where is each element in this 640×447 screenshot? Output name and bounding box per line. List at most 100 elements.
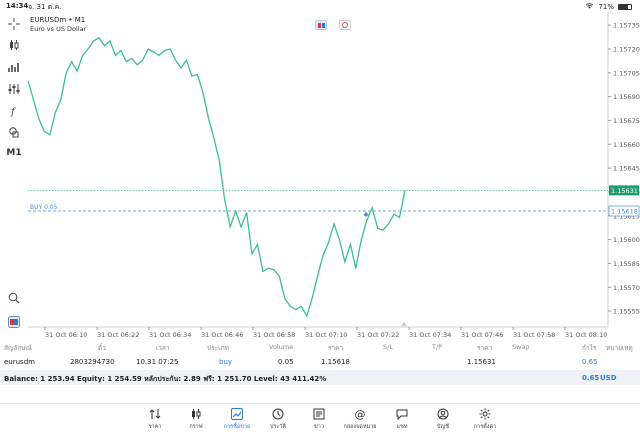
x-tick-label: 31 Oct 06:10 [45, 331, 87, 339]
x-tick-label: 31 Oct 07:58 [513, 331, 555, 339]
tab-chart[interactable]: กราฟ [176, 408, 216, 431]
tab-news-label: ข่าว [314, 424, 324, 430]
objects-icon[interactable] [6, 125, 22, 139]
col-current-price: ราคา [477, 344, 493, 352]
zoom-search-icon[interactable] [6, 291, 22, 305]
chart-canvas[interactable]: 1.15735 1.15720 1.15705 1.15690 1.15675 1.156… [28, 12, 640, 342]
row-time: 10.31 07:25 [136, 358, 179, 366]
y-tick-label: 1.15705 [613, 69, 640, 77]
row-open-price: 1.15618 [321, 358, 350, 366]
x-tick-label: 31 Oct 06:34 [149, 331, 191, 339]
col-profit: กำไร [582, 344, 597, 352]
col-price: ราคา [328, 344, 344, 352]
tab-chat-label: แชท [396, 424, 408, 430]
battery-icon [618, 3, 632, 10]
chat-icon [396, 409, 408, 420]
battery-fill [619, 4, 628, 9]
col-tp: T/P [432, 343, 443, 351]
status-right: 71% [585, 2, 632, 11]
col-swap: Swap [512, 343, 530, 351]
tab-history-label: ประวัติ [269, 424, 287, 430]
function-icon[interactable]: f [6, 104, 22, 118]
current-price-tag [609, 185, 639, 196]
svg-text:@: @ [355, 408, 366, 420]
x-tick-label: 31 Oct 08:10 [565, 331, 607, 339]
svg-text:f: f [10, 107, 17, 117]
tab-mailbox[interactable]: @ กล่องจดหมาย [340, 408, 380, 431]
buy-price-label: 1.15618 [611, 208, 638, 216]
x-tick-label: 31 Oct 06:58 [253, 331, 295, 339]
status-bar: 14:34 จ. 31 ต.ค. 71% [0, 0, 640, 12]
settings-sliders-icon[interactable] [6, 82, 22, 96]
row-symbol: eurusdm [4, 358, 35, 366]
tab-chart-label: กราฟ [189, 424, 203, 430]
tab-settings[interactable]: การตั้งค่า [465, 408, 505, 431]
chart-toolbar: f M1 [0, 12, 28, 342]
position-row[interactable]: eurusdm 2803294730 10.31 07:25 buy 0.05 … [0, 355, 640, 369]
positions-table-header: สัญลักษณ์ ตั๋ว เวลา ประเภท Volume ราคา S… [0, 340, 640, 354]
status-date: จ. 31 ต.ค. [28, 3, 62, 11]
tab-chat[interactable]: แชท [382, 408, 422, 431]
x-tick-label: 31 Oct 06:46 [201, 331, 243, 339]
x-tick-label: 31 Oct 07:34 [409, 331, 451, 339]
balance-bar: Balance: 1 253.94 Equity: 1 254.59 หลักป… [0, 370, 640, 385]
tab-account[interactable]: บัญชี [423, 408, 463, 431]
y-tick-label: 1.15645 [613, 165, 640, 173]
y-tick-label: 1.15570 [613, 284, 640, 292]
current-price-label: 1.15631 [611, 187, 638, 195]
y-tick-label: 1.15555 [613, 308, 640, 316]
row-ticket: 2803294730 [70, 358, 115, 366]
chart-symbol-description: Euro vs US Dollar [30, 25, 87, 33]
entry-marker [363, 212, 369, 218]
status-time: 14:34 [6, 2, 29, 10]
chart-icon [192, 409, 201, 419]
tab-trade-label: การซื้อขาย [223, 424, 251, 430]
tab-account-label: บัญชี [437, 424, 449, 430]
battery-percent: 71% [598, 2, 614, 11]
crosshair-icon[interactable] [6, 17, 22, 31]
x-tick-label: 31 Oct 07:46 [461, 331, 503, 339]
y-tick-label: 1.15585 [613, 260, 640, 268]
trade-icon [231, 408, 243, 420]
one-click-panel-button[interactable] [315, 20, 327, 30]
bottom-tab-bar: ราคา กราฟ การซื้อขาย ประวัติ ข่าว @ กล่อ… [0, 403, 640, 447]
chart-shift-marker [401, 322, 407, 326]
balance-currency: USD [600, 374, 617, 382]
tab-trade[interactable]: การซื้อขาย [217, 408, 257, 431]
x-tick-label: 31 Oct 07:22 [357, 331, 399, 339]
y-tick-label: 1.15600 [613, 236, 640, 244]
y-tick-label: 1.15720 [613, 45, 640, 53]
x-tick-label: 31 Oct 07:10 [305, 331, 347, 339]
quotes-icon [149, 409, 161, 419]
col-comment: หมายเหตุ [606, 344, 633, 352]
tab-mailbox-label: กล่องจดหมาย [343, 424, 377, 430]
col-ticket: ตั๋ว [98, 344, 106, 352]
settings-icon [479, 408, 491, 420]
buy-order-label: BUY 0.05 [30, 204, 58, 211]
price-line-series [28, 36, 406, 318]
indicators-icon[interactable] [6, 60, 22, 74]
tab-quotes[interactable]: ราคา [135, 408, 175, 431]
tab-settings-label: การตั้งค่า [473, 424, 497, 430]
tab-news[interactable]: ข่าว [299, 408, 339, 431]
col-volume: Volume [269, 343, 294, 351]
news-icon [313, 408, 325, 420]
wifi-icon [585, 2, 594, 11]
timeframe-button[interactable]: M1 [6, 148, 22, 158]
y-tick-label: 1.15690 [613, 93, 640, 101]
chart-mode-button[interactable] [339, 20, 351, 30]
tab-history[interactable]: ประวัติ [258, 408, 298, 431]
account-icon [437, 408, 449, 420]
total-profit: 0.65 [582, 374, 600, 382]
balance-summary: Balance: 1 253.94 Equity: 1 254.59 หลักป… [4, 375, 327, 383]
y-tick-label: 1.15675 [613, 117, 640, 125]
candlestick-icon[interactable] [6, 38, 22, 52]
row-type: buy [219, 358, 233, 366]
col-sl: S/L [383, 343, 393, 351]
chart-symbol-title: EURUSDm • M1 [30, 16, 86, 24]
price-chart[interactable]: 1.15735 1.15720 1.15705 1.15690 1.15675 1.156… [28, 12, 640, 342]
history-icon [272, 408, 284, 420]
one-click-trading-icon[interactable] [6, 315, 22, 329]
y-tick-label: 1.15735 [613, 22, 640, 30]
buy-price-tag [608, 205, 640, 217]
